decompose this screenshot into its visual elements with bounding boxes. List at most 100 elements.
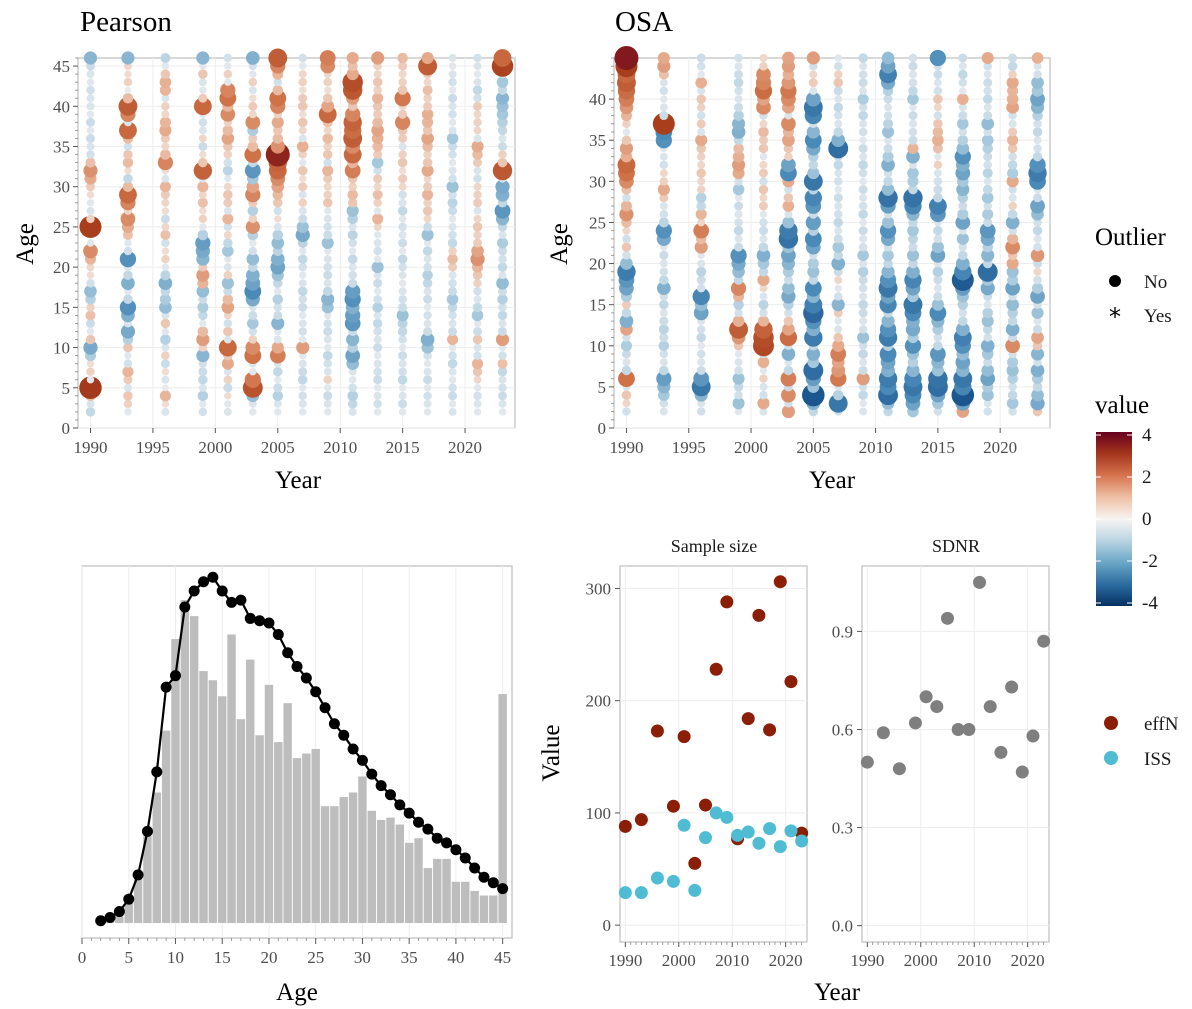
osa-point (622, 234, 631, 244)
pearson-point (497, 294, 508, 305)
pearson-plot: 1990 1995 2000 2005 2010 2015 2020 0 5 10 15 20 25 30… (53, 48, 515, 457)
agecomp-xtick-label: 0 (78, 948, 87, 967)
pearson-point (422, 206, 433, 216)
pearson-point (447, 302, 458, 313)
osa-point (784, 210, 793, 219)
osa-point (1008, 193, 1017, 202)
pearson-ytick-label: 40 (53, 97, 70, 116)
osa-point (957, 299, 969, 310)
pearson-point (473, 78, 482, 87)
pearson-point (372, 77, 383, 87)
osa-point (757, 397, 770, 410)
osa-point (782, 200, 795, 212)
samplesize-point-effn (709, 662, 723, 676)
pearson-point (348, 247, 357, 255)
pearson-point (498, 150, 507, 159)
osa-ytick-label: 5 (598, 378, 607, 397)
sdnr-xtick-label: 2010 (957, 951, 991, 970)
osa-point (833, 61, 843, 71)
osa-point (619, 314, 634, 328)
osa-point (758, 226, 768, 236)
agecomp-expected-point (132, 869, 144, 881)
osa-point (807, 167, 820, 180)
pearson-point (124, 70, 132, 78)
pearson-point (224, 62, 232, 70)
pearson-point (498, 134, 507, 143)
pearson-point (348, 367, 357, 376)
osa-point (983, 160, 992, 170)
pearson-point (473, 93, 482, 103)
osa-point (982, 168, 993, 179)
osa-point (734, 201, 744, 211)
osa-point (759, 193, 768, 202)
pearson-point (85, 133, 95, 143)
pearson-point (473, 110, 482, 119)
osa-point (659, 250, 669, 260)
osa-point (696, 349, 706, 359)
osa-point (908, 184, 918, 195)
agecomp-bar (311, 748, 320, 923)
pearson-point (160, 52, 171, 64)
osa-point (881, 265, 895, 279)
agecomp-xtick-label: 45 (494, 948, 511, 967)
pearson-point (498, 254, 507, 264)
osa-point (833, 217, 843, 228)
pearson-point (398, 174, 408, 184)
osa-point (834, 325, 843, 334)
agecomp-bar (330, 806, 339, 923)
agecomp-expected-point (422, 823, 434, 835)
pearson-xtick-label: 1990 (73, 438, 107, 457)
pearson-point (421, 164, 434, 177)
agecomp-bar (255, 735, 264, 923)
osa-point (621, 135, 632, 145)
pearson-point (471, 244, 484, 258)
osa-point (1008, 185, 1017, 194)
osa-point (659, 308, 668, 317)
samplesize-legend: effN ISS (1104, 714, 1179, 770)
osa-point (1031, 331, 1044, 344)
osa-point (959, 87, 967, 95)
pearson-point (448, 118, 457, 127)
osa-point (983, 177, 992, 186)
osa-point (619, 141, 634, 156)
osa-title: OSA (615, 6, 673, 38)
agecomp-expected-point (113, 906, 125, 918)
osa-point (758, 126, 769, 138)
pearson-point (448, 141, 458, 151)
pearson-point (492, 160, 513, 181)
osa-point (958, 250, 968, 261)
osa-point (697, 160, 706, 169)
agecomp-expected-point (216, 585, 228, 597)
osa-point (1033, 62, 1042, 71)
pearson-point (348, 182, 357, 191)
pearson-point (322, 93, 333, 103)
osa-point (1033, 267, 1042, 276)
pearson-point (423, 351, 432, 360)
osa-point (906, 149, 920, 164)
pearson-point (199, 319, 207, 328)
pearson-point (423, 375, 433, 385)
osa-point (759, 210, 768, 218)
osa-point (783, 193, 794, 203)
pearson-point (497, 117, 508, 128)
osa-point (659, 78, 668, 87)
osa-point (834, 169, 843, 178)
osa-point (981, 191, 994, 204)
pearson-xtick-label: 2010 (323, 438, 357, 457)
osa-point (982, 94, 993, 104)
pearson-point (473, 326, 483, 336)
pearson-point (497, 262, 508, 272)
osa-point (696, 283, 706, 293)
pearson-point (471, 309, 484, 322)
pearson-point (85, 117, 95, 127)
pearson-point (79, 215, 102, 238)
osa-point (659, 193, 669, 203)
pearson-point (423, 222, 433, 232)
osa-point (958, 316, 968, 326)
osa-point (659, 349, 669, 359)
osa-point (957, 117, 969, 130)
osa-point (656, 371, 672, 387)
samplesize-ytick-label: 200 (586, 692, 612, 711)
osa-point (832, 339, 845, 352)
agecomp-expected-point (497, 883, 509, 895)
